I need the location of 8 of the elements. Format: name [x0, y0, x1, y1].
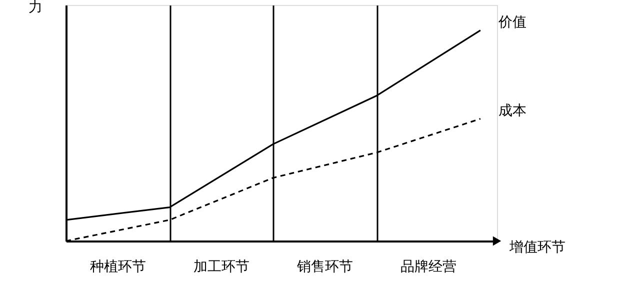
series-label: 成本 [498, 102, 526, 119]
y-axis-title: 力 [28, 0, 42, 16]
text: 销售环节 [296, 259, 354, 275]
text: 种植环节 [90, 259, 146, 275]
x-axis-title: 增值环节 [508, 240, 566, 256]
text: 加工环节 [193, 259, 250, 275]
series-label: 价值 [497, 14, 526, 30]
text: 品牌经营 [400, 259, 457, 275]
